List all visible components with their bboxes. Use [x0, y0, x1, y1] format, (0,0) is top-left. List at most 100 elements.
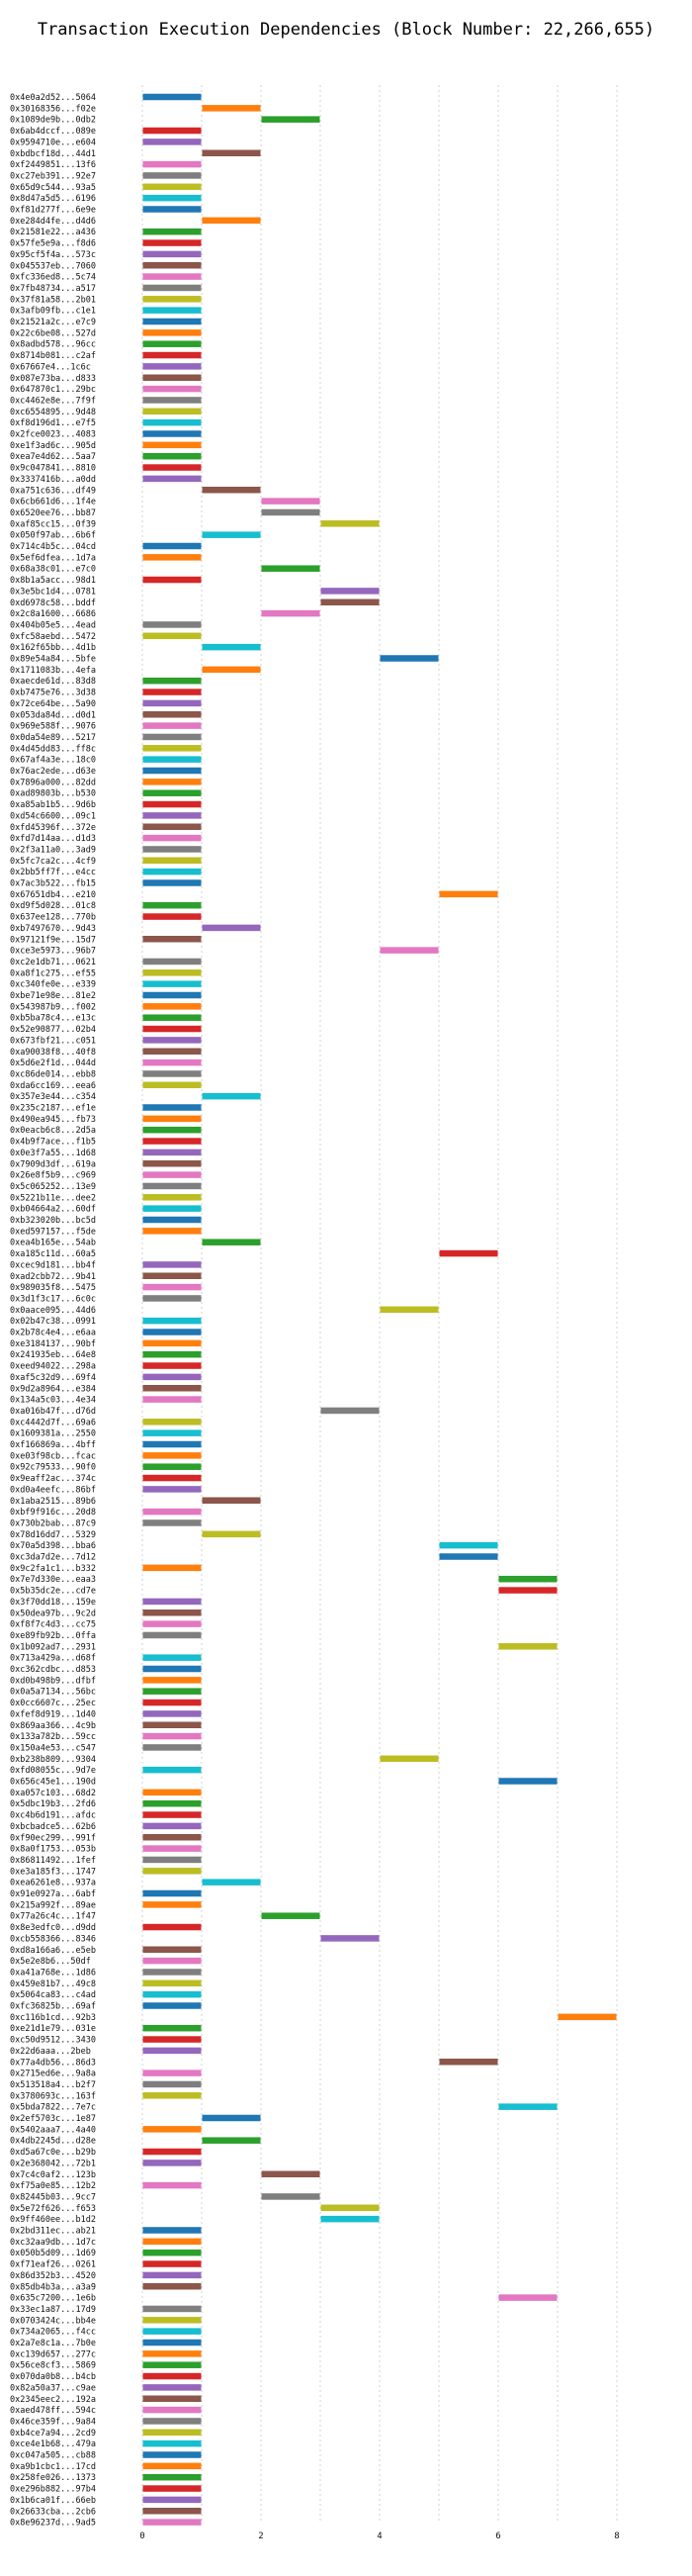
- execution-bar: [142, 418, 202, 426]
- execution-bar: [320, 588, 380, 595]
- execution-bar: [142, 307, 202, 314]
- transaction-label: 0x2f3a11a0...3ad9: [10, 845, 96, 855]
- transaction-label: 0x714c4b5c...04cd: [10, 542, 96, 552]
- transaction-label: 0xa85ab1b5...9d6b: [10, 800, 96, 810]
- transaction-label: 0xea4b165e...54ab: [10, 1239, 96, 1248]
- transaction-label: 0xe3a185f3...1747: [10, 1867, 96, 1877]
- transaction-label: 0x4db2245d...d28e: [10, 2137, 96, 2147]
- transaction-label: 0x869aa366...4c9b: [10, 1721, 96, 1731]
- execution-bar: [142, 1003, 202, 1010]
- execution-bar: [320, 598, 380, 605]
- transaction-label: 0x67667e4...1c6c: [10, 362, 91, 372]
- transaction-label: 0x21581e22...a436: [10, 228, 96, 237]
- execution-bar: [142, 1373, 202, 1381]
- execution-bar: [142, 1014, 202, 1021]
- execution-bar: [142, 1339, 202, 1347]
- execution-bar: [142, 1283, 202, 1291]
- execution-bar: [142, 2160, 202, 2166]
- transaction-label: 0x85db4b3a...a3a9: [10, 2282, 96, 2292]
- execution-bar: [142, 1160, 202, 1167]
- transaction-label: 0xfc36825b...69af: [10, 2002, 96, 2012]
- execution-bar: [261, 508, 320, 516]
- transaction-label: 0x0da54e89...5217: [10, 733, 96, 743]
- transaction-label: 0xa41a768e...1d86: [10, 1968, 96, 1978]
- execution-bar: [142, 1901, 202, 1908]
- transaction-label: 0xc4462e8e...7f9f: [10, 396, 96, 406]
- transaction-label: 0xfd45396f...372e: [10, 823, 96, 833]
- transaction-label: 0x86811492...1fef: [10, 1856, 96, 1866]
- execution-bar: [142, 273, 202, 280]
- execution-bar: [202, 217, 261, 225]
- execution-bar: [142, 2305, 202, 2313]
- execution-bar: [142, 2406, 202, 2414]
- transaction-label: 0x5c065252...13e9: [10, 1182, 96, 1192]
- execution-bar: [142, 711, 202, 718]
- transaction-label: 0x1711083b...4efa: [10, 666, 96, 676]
- transaction-label: 0x150a4e53...c547: [10, 1743, 96, 1753]
- transaction-label: 0xfef8d919...1d40: [10, 1709, 96, 1719]
- execution-bar: [142, 1957, 202, 1965]
- execution-bar: [142, 2384, 202, 2391]
- transaction-label: 0xc86de014...ebb8: [10, 1069, 96, 1079]
- execution-bar: [142, 2473, 202, 2481]
- execution-bar: [142, 632, 202, 640]
- transaction-label: 0x7fb48734...a517: [10, 284, 96, 294]
- execution-bar: [142, 1654, 202, 1661]
- execution-bar: [142, 329, 202, 336]
- execution-bar: [142, 2350, 202, 2357]
- execution-bar: [142, 1104, 202, 1111]
- execution-bar: [142, 677, 202, 685]
- execution-bar: [142, 733, 202, 741]
- transaction-label: 0xf81d277f...6e9e: [10, 206, 96, 216]
- execution-bar: [142, 621, 202, 628]
- execution-bar: [142, 1228, 202, 1235]
- transaction-label: 0x0cc6607c...25ec: [10, 1699, 96, 1708]
- execution-bar: [202, 149, 261, 156]
- transaction-label: 0x0703424c...bb4e: [10, 2316, 96, 2326]
- execution-bar: [142, 812, 202, 819]
- transaction-label: 0x77a4db56...86d3: [10, 2058, 96, 2068]
- execution-bar: [142, 980, 202, 987]
- execution-bar: [142, 464, 202, 471]
- transaction-label: 0x1089de9b...0db2: [10, 116, 96, 126]
- transaction-label: 0xf75a0e85...12b2: [10, 2181, 96, 2191]
- execution-bar: [142, 2249, 202, 2256]
- transaction-label: 0xe89fb92b...0ffa: [10, 1631, 96, 1641]
- execution-bar: [261, 609, 320, 617]
- transaction-label: 0x78d16dd7...5329: [10, 1530, 96, 1540]
- execution-bar: [142, 1396, 202, 1403]
- transaction-label: 0x0e3f7a55...1d68: [10, 1149, 96, 1158]
- transaction-label: 0xc3da7d2e...7d12: [10, 1553, 96, 1563]
- transaction-label: 0x8b1a5acc...98d1: [10, 576, 96, 586]
- execution-bar: [142, 1295, 202, 1302]
- execution-bar: [202, 531, 261, 538]
- execution-bar: [142, 1350, 202, 1358]
- execution-bar: [202, 105, 261, 112]
- execution-bar: [320, 1407, 380, 1415]
- execution-bar: [142, 397, 202, 404]
- execution-bar: [142, 1205, 202, 1212]
- execution-bar: [142, 2395, 202, 2402]
- execution-bar: [142, 1822, 202, 1830]
- execution-bar: [320, 520, 380, 527]
- execution-bar: [142, 1419, 202, 1426]
- transaction-label: 0x070da0b8...b4cb: [10, 2372, 96, 2382]
- x-tick-label: 4: [377, 2531, 382, 2541]
- execution-bar: [142, 2429, 202, 2437]
- transaction-label: 0x2bb5ff7f...e4cc: [10, 868, 96, 877]
- transaction-label: 0x050f97ab...6b6f: [10, 531, 96, 541]
- transaction-label: 0x490ea945...fb73: [10, 1115, 96, 1125]
- transaction-label: 0xcb558366...8346: [10, 1934, 96, 1944]
- transaction-label: 0x1b6ca01f...66eb: [10, 2496, 96, 2506]
- transaction-label: 0x0aace095...44d6: [10, 1306, 96, 1316]
- transaction-label: 0x30168356...f02e: [10, 104, 96, 114]
- execution-bar: [142, 1856, 202, 1864]
- execution-bar: [142, 1182, 202, 1190]
- transaction-label: 0xd6978c58...bddf: [10, 598, 96, 608]
- execution-bar: [142, 542, 202, 550]
- transaction-label: 0xc047a505...cb88: [10, 2451, 96, 2461]
- transaction-label: 0x241935eb...64e8: [10, 1350, 96, 1360]
- execution-bar: [142, 2080, 202, 2088]
- transaction-label: 0xa057c103...68d2: [10, 1789, 96, 1798]
